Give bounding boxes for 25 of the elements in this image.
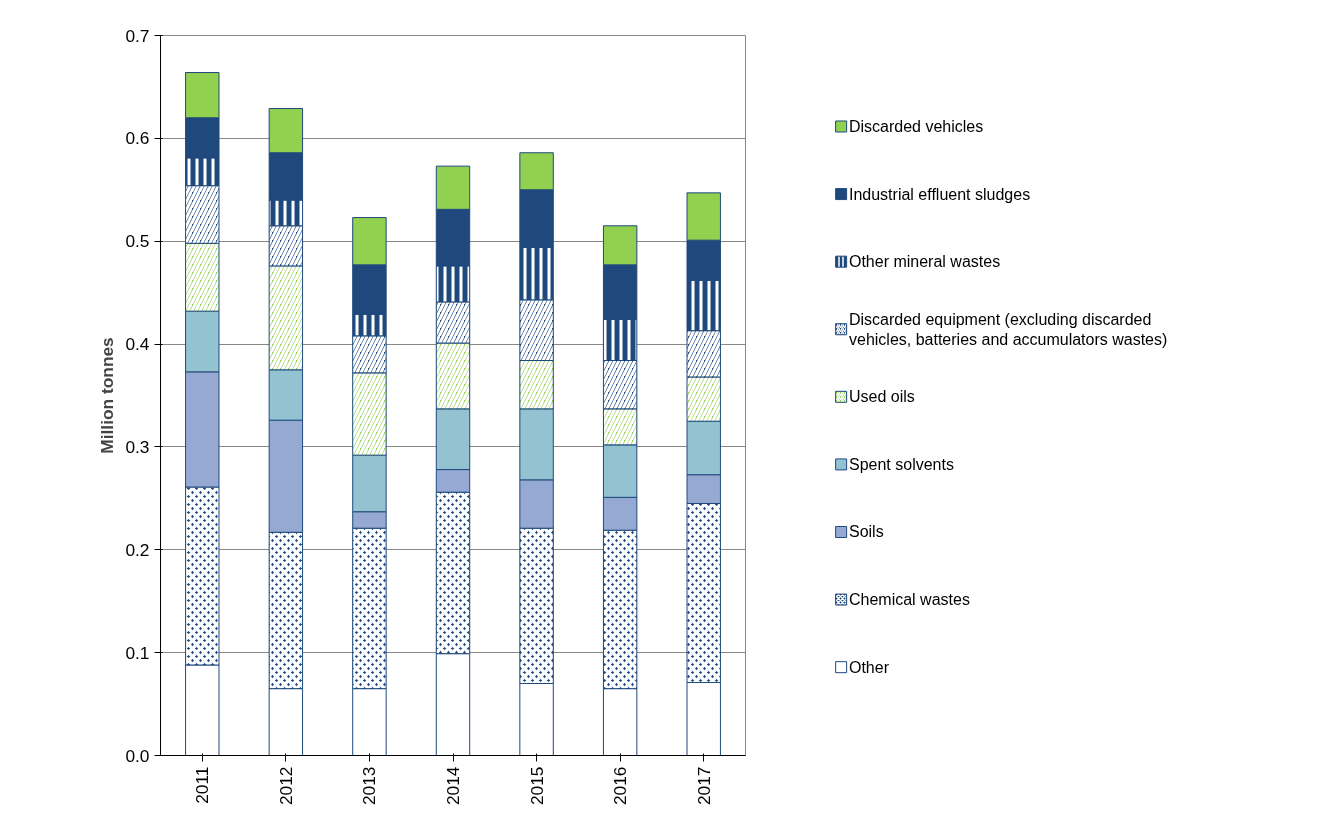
legend-label: Industrial effluent sludges [848,185,1031,203]
x-tick-label: 2012 [275,766,296,806]
legend-label: Discarded vehicles [848,117,984,135]
y-tick-label: 0.1 [125,642,150,663]
y-tick-label: 0.5 [125,231,150,252]
y-axis-title: Million tonnes [97,337,118,454]
legend-label: Chemical wastes [848,591,970,609]
y-tick-label: 0.3 [125,436,150,457]
legend-label: Soils [848,523,884,541]
x-tick-label: 2014 [443,766,463,806]
x-tick-label: 2017 [693,766,714,806]
legend-label: Other [848,658,890,676]
x-tick-label: 2016 [610,766,631,806]
legend-label: Spent solvents [848,455,954,473]
legend-label: Discarded equipment (excluding discarded vehicles, batteries and accumulators wastes) [848,310,1168,348]
legend-label: Other mineral wastes [848,253,1001,271]
x-tick-label: 2015 [526,766,547,806]
y-tick-label: 0.0 [125,745,150,766]
y-tick-label: 0.7 [125,25,150,46]
x-tick-label: 2013 [359,766,380,806]
y-tick-label: 0.4 [125,334,150,355]
y-tick-label: 0.2 [125,539,150,560]
x-tick-label: 2011 [192,766,213,804]
legend-label: Used oils [848,388,915,406]
y-tick-label: 0.6 [125,128,150,149]
